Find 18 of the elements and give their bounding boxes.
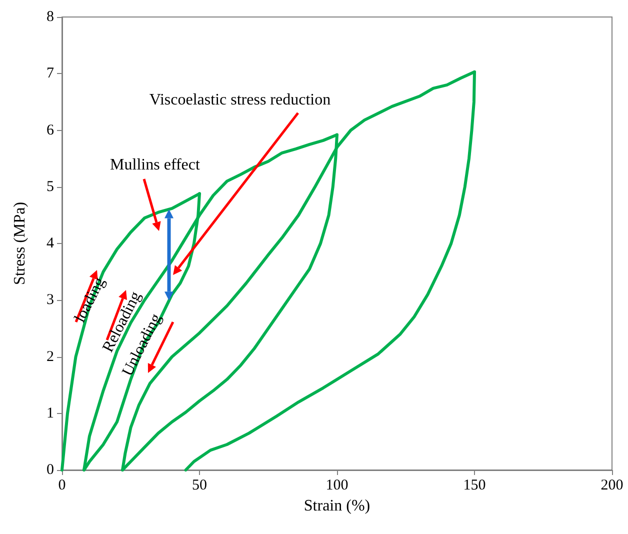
x-tick-label: 200 — [600, 478, 624, 494]
y-tick-label: 5 — [46, 178, 54, 195]
annotation: Mullins effect — [110, 156, 201, 174]
y-tick-label: 2 — [46, 348, 54, 365]
y-axis-title: Stress (MPa) — [12, 202, 28, 286]
y-tick-label: 4 — [46, 236, 54, 252]
y-tick-label: 6 — [46, 122, 54, 138]
y-tick-label: 1 — [46, 405, 54, 422]
x-tick-label: 0 — [58, 478, 66, 494]
x-axis-title: Strain (%) — [304, 498, 370, 514]
x-tick-label: 50 — [192, 478, 207, 494]
y-tick-label: 3 — [46, 292, 54, 308]
x-tick-label: 150 — [463, 478, 486, 494]
y-tick-label: 7 — [46, 66, 54, 82]
y-tick-label: 0 — [46, 462, 54, 478]
annotation: Viscoelastic stress reduction — [149, 92, 331, 108]
y-tick-label: 8 — [46, 9, 54, 25]
x-tick-label: 100 — [326, 478, 348, 494]
